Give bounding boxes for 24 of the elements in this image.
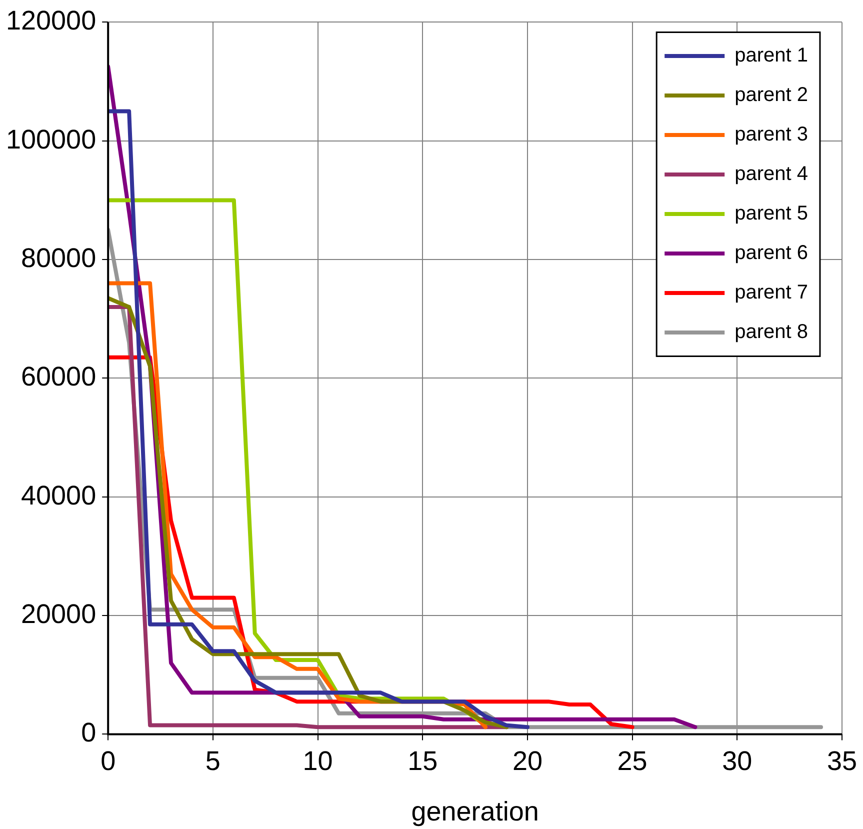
y-tick-label: 0 [81,718,96,748]
legend-label: parent 3 [734,123,808,146]
legend-label: parent 7 [734,281,808,304]
legend-label: parent 5 [734,202,808,224]
x-tick-label: 5 [205,746,220,776]
y-tick-label: 100000 [6,124,96,154]
x-tick-label: 20 [512,746,542,776]
legend-label: parent 8 [734,320,808,343]
y-tick-label: 120000 [6,6,96,36]
x-tick-label: 25 [617,746,648,776]
x-tick-label: 15 [408,746,438,776]
x-tick-label: 35 [826,746,858,776]
x-tick-label: 10 [302,746,333,776]
y-tick-label: 40000 [21,480,96,510]
y-tick-label: 80000 [21,242,96,273]
x-tick-label: 30 [722,746,752,776]
x-axis-title: generation [411,796,539,826]
legend-label: parent 6 [734,242,808,264]
y-tick-label: 60000 [21,362,96,392]
legend-label: parent 2 [734,84,808,106]
legend-label: parent 4 [734,162,808,185]
y-tick-label: 20000 [21,598,96,629]
legend-label: parent 1 [734,44,808,66]
x-tick-label: 0 [100,746,116,776]
